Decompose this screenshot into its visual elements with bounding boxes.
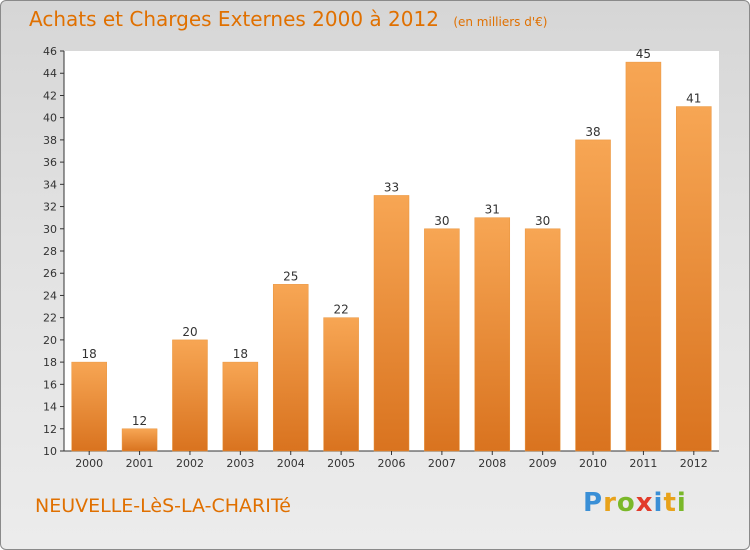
bar-2004 — [272, 284, 309, 452]
bar-2007 — [424, 228, 460, 452]
x-tick-label-2003: 2003 — [226, 457, 254, 470]
x-tick-label-2004: 2004 — [277, 457, 305, 470]
x-tick-label-2007: 2007 — [428, 457, 456, 470]
x-tick-label-2009: 2009 — [529, 457, 557, 470]
value-label-2010: 38 — [585, 125, 600, 139]
y-tick-label: 46 — [43, 45, 57, 58]
y-tick-label: 20 — [43, 334, 57, 347]
y-tick-label: 32 — [43, 201, 57, 214]
value-label-2001: 12 — [132, 414, 147, 428]
value-label-2007: 30 — [434, 214, 449, 228]
bar-2008 — [474, 217, 511, 452]
proxiti-logo: Proxiti — [583, 488, 687, 518]
logo-letter: r — [603, 488, 617, 518]
logo-letter: i — [676, 488, 687, 518]
value-label-2006: 33 — [384, 180, 399, 194]
y-tick-label: 36 — [43, 156, 57, 169]
value-label-2002: 20 — [182, 325, 197, 339]
bar-2009 — [524, 228, 561, 452]
y-tick-label: 34 — [43, 178, 57, 191]
bar-2001 — [121, 428, 158, 452]
bar-2002 — [172, 339, 208, 452]
x-tick-label-2011: 2011 — [629, 457, 657, 470]
logo-letter: o — [616, 488, 636, 518]
bar-2012 — [676, 106, 712, 452]
y-tick-label: 40 — [43, 112, 57, 125]
logo-letter: x — [635, 488, 654, 518]
y-tick-label: 42 — [43, 89, 57, 102]
y-tick-label: 38 — [43, 134, 57, 147]
bar-2006 — [373, 195, 410, 452]
chart-subtitle: (en milliers d'€) — [453, 15, 548, 29]
bar-2003 — [222, 361, 259, 452]
x-tick-label-2002: 2002 — [176, 457, 204, 470]
y-tick-label: 30 — [43, 223, 57, 236]
town-name: NEUVELLE-LèS-LA-CHARITé — [35, 495, 291, 517]
value-label-2004: 25 — [283, 269, 298, 283]
chart-title-text: Achats et Charges Externes 2000 à 2012 — [29, 7, 439, 31]
y-tick-label: 14 — [43, 401, 57, 414]
y-tick-label: 10 — [43, 445, 57, 458]
value-label-2012: 41 — [686, 92, 701, 106]
y-tick-label: 44 — [43, 67, 57, 80]
logo-letter: i — [653, 488, 664, 518]
bar-2005 — [323, 317, 359, 452]
x-tick-label-2008: 2008 — [478, 457, 506, 470]
chart-title: Achats et Charges Externes 2000 à 2012 (… — [29, 7, 547, 31]
y-tick-label: 16 — [43, 378, 57, 391]
y-tick-label: 12 — [43, 423, 57, 436]
y-tick-label: 28 — [43, 245, 57, 258]
value-label-2009: 30 — [535, 214, 550, 228]
value-label-2005: 22 — [333, 303, 348, 317]
logo-letter: t — [663, 488, 677, 518]
value-label-2000: 18 — [82, 347, 97, 361]
y-tick-label: 26 — [43, 267, 57, 280]
y-tick-label: 22 — [43, 312, 57, 325]
bar-2000 — [71, 361, 107, 452]
bar-2011 — [625, 61, 662, 452]
value-label-2011: 45 — [636, 47, 651, 61]
value-label-2008: 31 — [485, 203, 500, 217]
x-tick-label-2000: 2000 — [75, 457, 103, 470]
bar-2010 — [575, 139, 611, 452]
x-tick-label-2005: 2005 — [327, 457, 355, 470]
logo-letter: P — [583, 488, 604, 518]
x-tick-label-2001: 2001 — [126, 457, 154, 470]
x-tick-label-2012: 2012 — [680, 457, 708, 470]
y-tick-label: 18 — [43, 356, 57, 369]
x-tick-label-2006: 2006 — [378, 457, 406, 470]
value-label-2003: 18 — [233, 347, 248, 361]
x-tick-label-2010: 2010 — [579, 457, 607, 470]
y-tick-label: 24 — [43, 289, 57, 302]
